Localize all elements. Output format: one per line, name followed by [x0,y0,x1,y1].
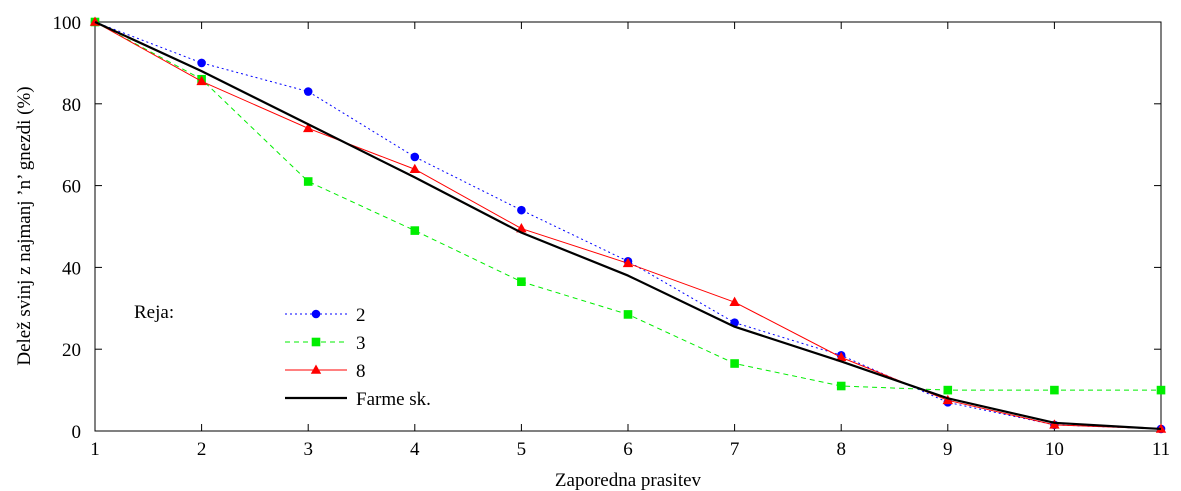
data-point [303,87,313,96]
x-tick-label: 10 [1045,439,1064,460]
data-point [623,310,633,319]
data-point [622,257,634,268]
data-point [730,359,739,368]
ticks: 1 2 3 4 5 6 7 8 9 10 11 0 20 40 60 80 100 [53,13,1171,460]
data-point [1050,385,1059,395]
legend-marker [311,309,321,319]
x-tick-label: 11 [1152,439,1170,460]
x-tick-label: 7 [730,439,740,460]
series-3 [90,17,1166,395]
data-point [303,177,313,186]
series-line [94,21,1162,430]
legend-label: 3 [356,333,366,354]
legend-label: 8 [356,361,366,382]
data-point [410,152,420,162]
data-point [517,205,526,215]
data-point [197,58,206,68]
legend-label: 2 [356,305,366,326]
legend: Reja: 2 3 8 Farme sk. [134,302,431,410]
x-axis-title: Zaporedna prasitev [555,470,702,491]
legend-label: Farme sk. [356,389,431,410]
y-tick-label: 0 [72,422,82,443]
x-tick-label: 9 [943,439,953,460]
data-point [1156,385,1166,395]
y-tick-label: 60 [62,177,81,198]
series-farme-sk- [94,21,1162,431]
series-2 [90,17,1166,434]
series-layer [89,16,1167,434]
x-tick-label: 8 [836,439,846,460]
legend-marker [311,337,321,347]
series-8 [89,16,1167,433]
data-point [836,351,847,362]
y-tick-label: 80 [62,95,81,116]
data-point [517,277,526,287]
x-tick-label: 4 [410,439,420,460]
x-tick-label: 5 [517,439,527,460]
data-point [516,223,527,233]
data-point [942,394,953,405]
data-point [943,385,953,395]
y-tick-label: 100 [53,13,82,34]
data-point [1049,419,1060,429]
series-line [94,21,1162,431]
data-point [729,296,740,306]
y-tick-label: 40 [62,258,81,279]
data-point [303,122,314,133]
legend-title: Reja: [134,302,174,323]
x-tick-label: 6 [623,439,633,460]
x-tick-label: 1 [90,439,100,460]
series-line [94,21,1162,430]
x-tick-label: 3 [303,439,313,460]
y-tick-label: 20 [62,340,81,361]
legend-marker [310,364,322,374]
x-tick-label: 2 [197,439,207,460]
data-point [410,226,420,235]
data-point [409,163,420,174]
data-point [196,75,207,86]
y-axis-title: Delež svinj z najmanj ’n’ gnezdi (%) [14,86,35,365]
series-line [94,21,1161,391]
plot-frame [94,21,1162,432]
data-point [836,381,846,391]
